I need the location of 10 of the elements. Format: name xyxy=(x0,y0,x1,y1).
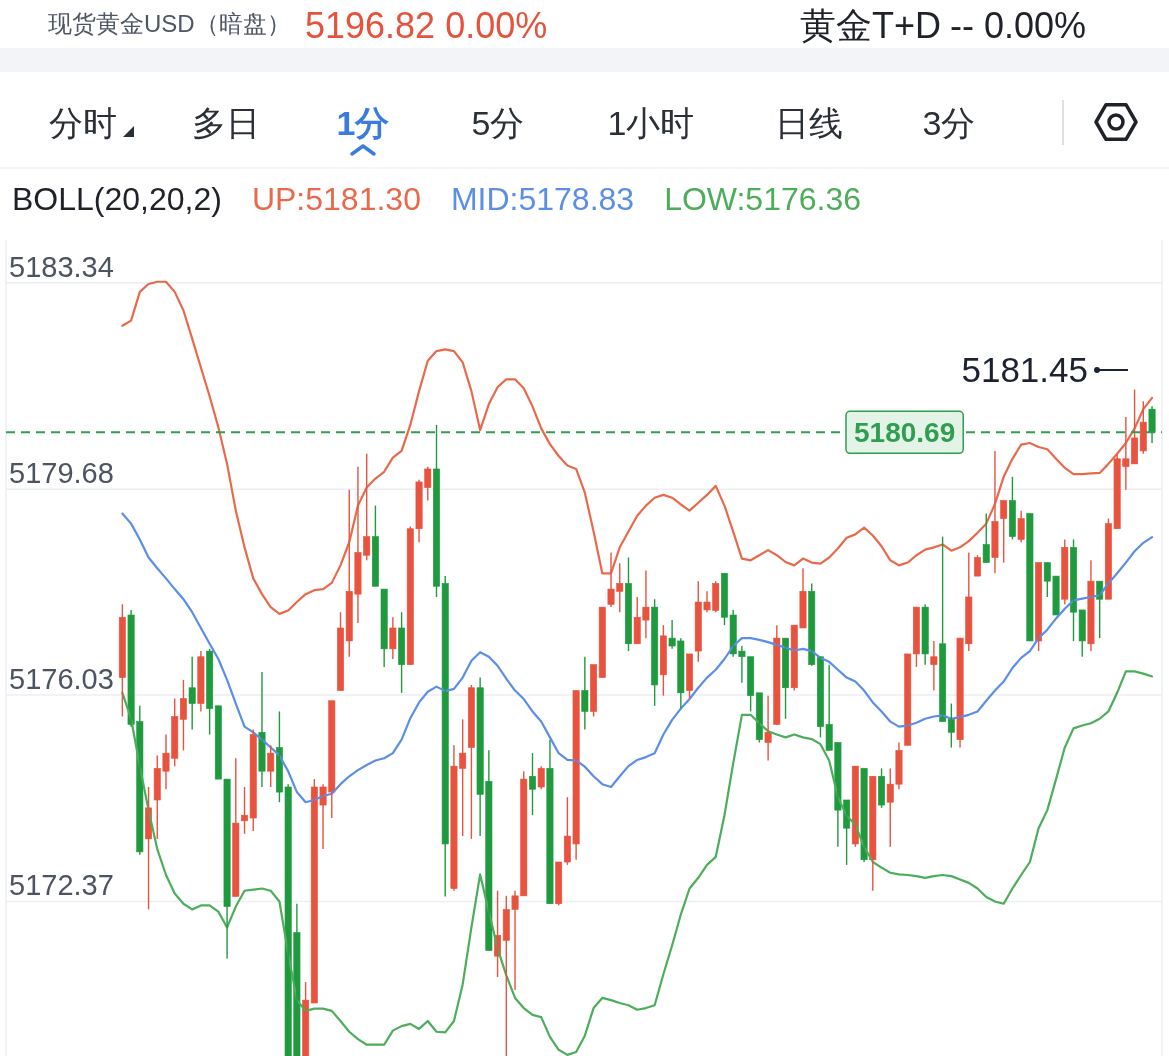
y-tick-label: 5172.37 xyxy=(9,869,114,902)
legend: BOLL(20,20,2) UP:5181.30 MID:5178.83 LOW:5176.36 xyxy=(12,181,861,217)
y-tick-label: 5179.68 xyxy=(9,457,114,490)
extreme-label: 5181.45 xyxy=(961,350,1129,389)
y-tick-label: 5183.34 xyxy=(9,250,114,283)
y-tick-label: 5176.03 xyxy=(9,663,114,696)
quote-header: 现货黄金USD（暗盘） 5196.82 0.00% 黄金T+D -- 0.00% xyxy=(48,5,1087,46)
ref-line-label: 5180.69 xyxy=(854,417,956,449)
ref-label: 5180.69 xyxy=(845,410,964,455)
annotation: 5181.45 xyxy=(961,350,1088,389)
